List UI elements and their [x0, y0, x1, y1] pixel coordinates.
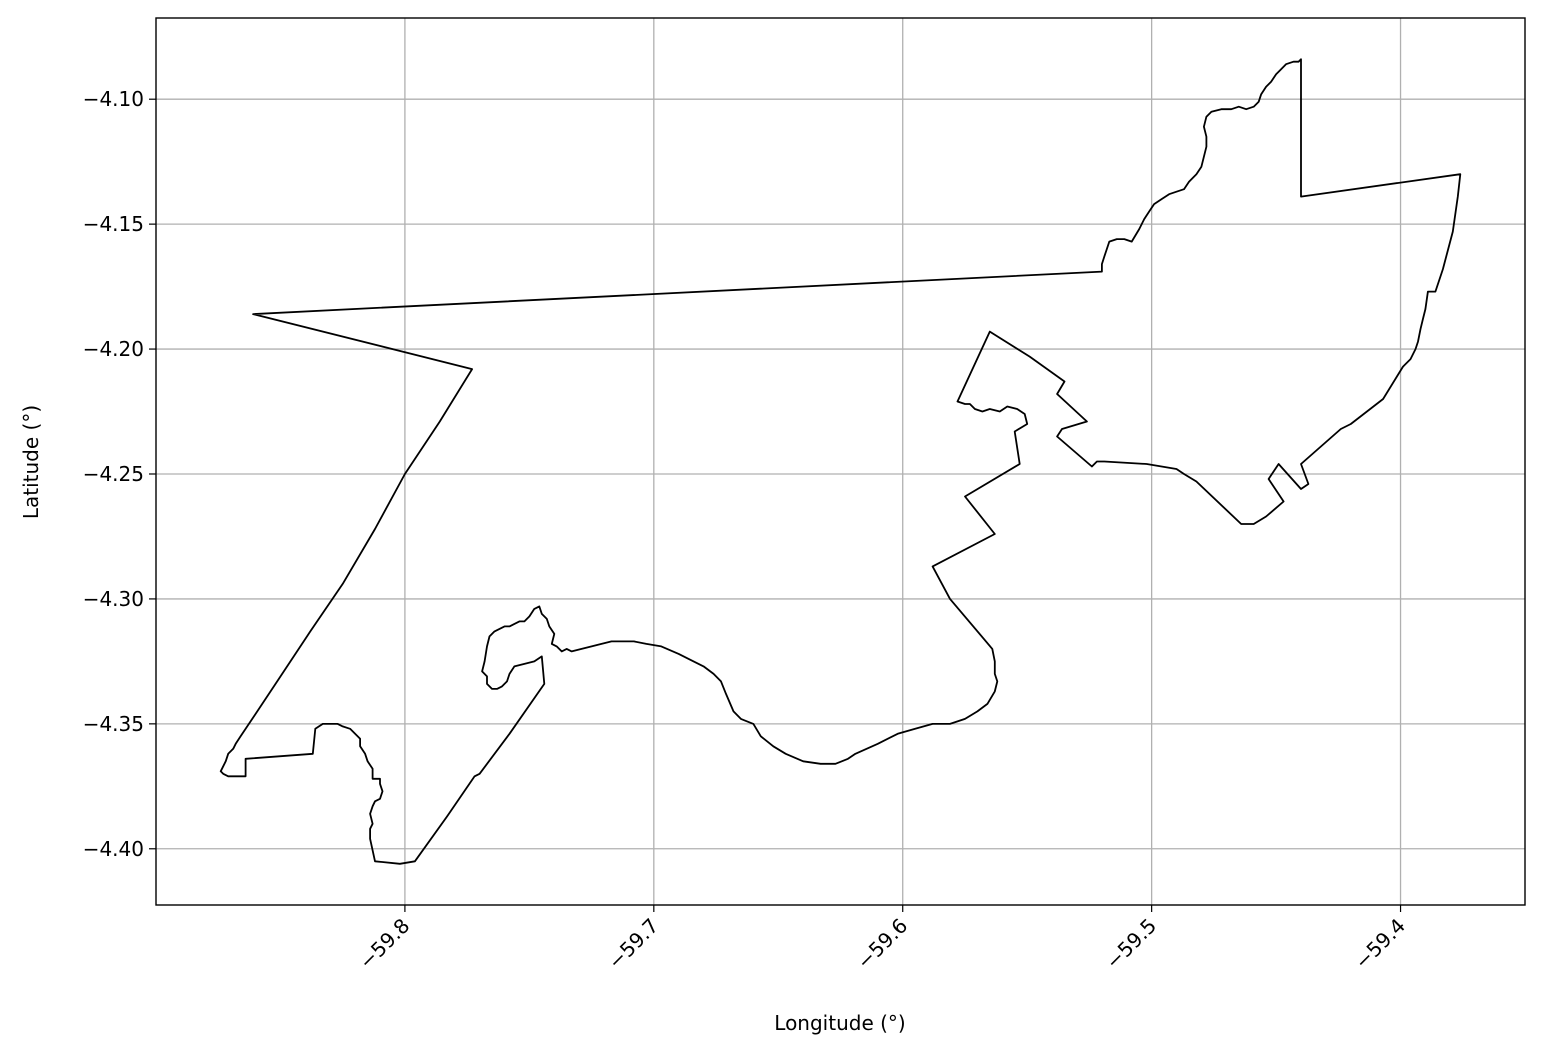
gridlines: [156, 18, 1525, 905]
y-tick-label: −4.15: [83, 212, 144, 236]
y-tick-label: −4.40: [83, 837, 144, 861]
y-axis-label: Latitude (°): [19, 405, 43, 519]
y-axis-ticks: −4.10 −4.15 −4.20 −4.25 −4.30 −4.35 −4.40: [83, 87, 156, 861]
x-axis-label: Longitude (°): [774, 1011, 905, 1035]
region-boundary-outline: [219, 58, 1462, 865]
y-tick-label: −4.10: [83, 87, 144, 111]
y-tick-label: −4.25: [83, 462, 144, 486]
y-tick-label: −4.30: [83, 587, 144, 611]
y-tick-label: −4.20: [83, 337, 144, 361]
plot-frame: [155, 17, 1526, 906]
y-tick-label: −4.35: [83, 712, 144, 736]
